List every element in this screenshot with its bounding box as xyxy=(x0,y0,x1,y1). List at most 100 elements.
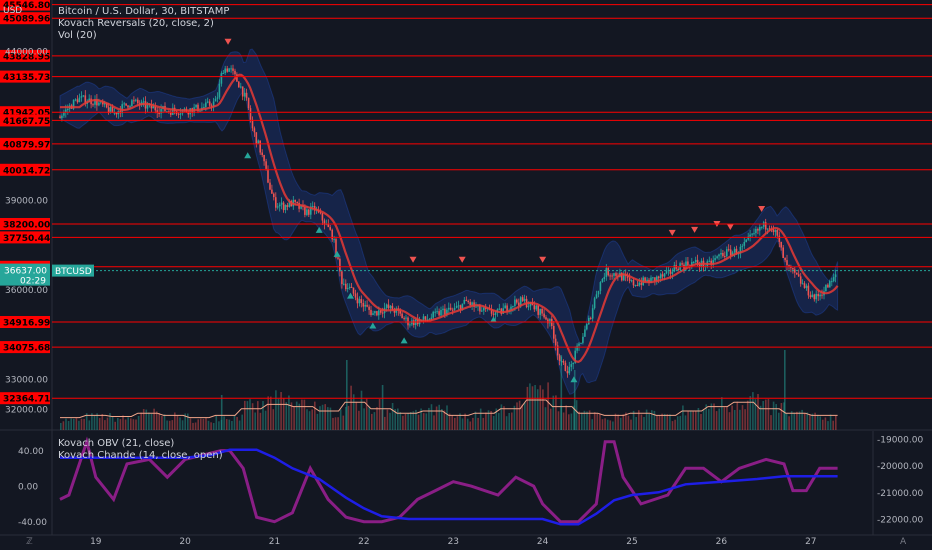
indicator-kovach-reversals[interactable]: Kovach Reversals (20, close, 2) xyxy=(58,18,214,29)
volume-bar xyxy=(433,415,435,430)
price-axis-tick: 39000.00 xyxy=(5,197,48,207)
volume-bar xyxy=(78,420,80,430)
volume-bar xyxy=(822,419,824,430)
indicator-volume[interactable]: Vol (20) xyxy=(58,30,97,41)
kovach-band xyxy=(59,48,839,395)
obv-axis-tick: -19000.00 xyxy=(877,436,923,446)
candle-body xyxy=(638,282,641,286)
candle-body xyxy=(364,304,366,307)
auto-scale-icon: A xyxy=(900,537,907,547)
buy-signal-marker xyxy=(489,316,497,323)
volume-bar xyxy=(531,386,534,430)
volume-bar xyxy=(184,413,186,430)
candle-body xyxy=(504,305,506,309)
candle-body xyxy=(708,260,711,262)
volume-bar xyxy=(342,415,345,430)
volume-bar xyxy=(365,398,368,430)
candle-body xyxy=(677,268,679,270)
volume-bar xyxy=(793,412,796,430)
candle-body xyxy=(819,294,821,297)
candle-body xyxy=(805,285,808,288)
candle-body xyxy=(234,70,236,75)
volume-bar xyxy=(718,408,720,430)
sell-signal-marker xyxy=(668,229,676,236)
volume-bar xyxy=(516,402,518,430)
candle-body xyxy=(92,104,94,106)
volume-bar xyxy=(700,414,702,430)
candle-body xyxy=(799,276,802,284)
candle-body xyxy=(59,116,61,119)
candle-body xyxy=(469,302,471,306)
candle-body xyxy=(341,271,343,285)
candle-body xyxy=(519,297,522,306)
volume-bar xyxy=(702,409,705,430)
level-label-box xyxy=(0,114,50,127)
candle-body xyxy=(208,101,211,106)
symbol-tag: BTCUSD xyxy=(55,267,92,277)
volume-bar xyxy=(275,390,277,430)
volume-bar xyxy=(705,404,707,430)
candle-body xyxy=(729,249,732,256)
volume-bar xyxy=(207,420,210,430)
volume-bar xyxy=(350,385,352,430)
volume-bar xyxy=(225,419,228,430)
volume-bar xyxy=(101,414,104,430)
candle-body xyxy=(183,108,186,110)
candle-body xyxy=(368,306,370,310)
candle-body xyxy=(98,102,100,106)
volume-bar xyxy=(430,404,433,430)
volume-bar xyxy=(397,408,399,430)
volume-bar xyxy=(790,411,793,430)
sell-signal-marker xyxy=(758,206,766,213)
volume-bar xyxy=(425,413,428,430)
volume-bar xyxy=(555,395,557,430)
candle-body xyxy=(440,310,442,316)
candle-body xyxy=(659,274,662,279)
candle-body xyxy=(276,206,279,208)
volume-bar xyxy=(311,409,313,430)
candle-body xyxy=(568,366,571,374)
candle-body xyxy=(203,107,205,108)
candle-body xyxy=(516,299,518,303)
volume-bar xyxy=(466,418,469,430)
indicator-kovach-chande[interactable]: Kovach Chande (14, close, open) xyxy=(58,450,223,461)
candle-body xyxy=(644,277,646,282)
volume-bar xyxy=(477,417,479,430)
volume-bar xyxy=(583,410,586,430)
candle-body xyxy=(589,317,592,319)
candle-body xyxy=(636,285,639,286)
candle-body xyxy=(67,109,69,110)
candle-body xyxy=(366,304,368,307)
candle-body xyxy=(72,99,75,109)
buy-signal-marker xyxy=(346,292,354,299)
chande-axis-tick: 40.00 xyxy=(18,447,44,457)
candle-body xyxy=(123,103,125,105)
volume-bar xyxy=(521,404,523,430)
level-label: 32364.71 xyxy=(3,395,50,405)
candle-body xyxy=(286,205,289,207)
level-label: 40014.72 xyxy=(3,166,50,176)
candle-body xyxy=(399,310,401,314)
indicator-kovach-obv[interactable]: Kovach OBV (21, close) xyxy=(58,438,175,449)
volume-bar xyxy=(148,412,150,430)
volume-bar xyxy=(443,410,446,430)
candle-body xyxy=(529,302,532,307)
candle-body xyxy=(152,106,155,109)
volume-bar xyxy=(604,418,606,430)
volume-bar xyxy=(145,409,148,430)
candle-body xyxy=(115,112,118,115)
candle-body xyxy=(257,140,260,144)
candle-body xyxy=(238,81,240,88)
candle-body xyxy=(687,261,689,266)
symbol-title[interactable]: Bitcoin / U.S. Dollar, 30, BITSTAMP xyxy=(58,6,230,17)
volume-bar xyxy=(422,413,425,430)
candle-body xyxy=(356,297,359,304)
volume-bar xyxy=(376,407,378,430)
candle-body xyxy=(230,68,232,70)
volume-bar xyxy=(93,415,96,430)
candle-body xyxy=(304,206,306,215)
candle-body xyxy=(772,229,775,233)
volume-bar xyxy=(492,416,495,430)
volume-bar xyxy=(596,413,599,430)
